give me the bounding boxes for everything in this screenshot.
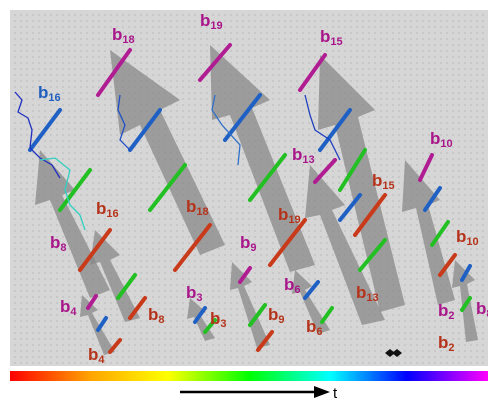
label-letter: b bbox=[200, 11, 210, 30]
label-letter: b bbox=[112, 25, 122, 44]
label-letter: b bbox=[456, 227, 466, 246]
label-letter: b bbox=[284, 275, 294, 294]
label-index: 19 bbox=[288, 214, 300, 226]
label-letter: b bbox=[372, 171, 382, 190]
label-letter: b bbox=[320, 27, 330, 46]
label-letter: b bbox=[438, 301, 448, 320]
label-letter: b bbox=[186, 197, 196, 216]
label-index: 4 bbox=[70, 306, 77, 318]
label-index: 18 bbox=[196, 206, 208, 218]
label-letter: b bbox=[210, 309, 220, 328]
label-index: 6 bbox=[294, 284, 300, 296]
label-index: 10 bbox=[466, 236, 478, 248]
time-arrow-head bbox=[314, 386, 330, 398]
label-letter: b bbox=[438, 333, 448, 352]
time-colorbar bbox=[10, 371, 488, 381]
label-letter: b bbox=[96, 199, 106, 218]
label-index: 9 bbox=[278, 314, 284, 326]
label-index: 15 bbox=[330, 36, 342, 48]
page: b18b19b15b16b10b13b15b16b18b19b8b9b10b4b… bbox=[0, 0, 488, 400]
label-index: 2 bbox=[448, 310, 454, 322]
label-letter: b bbox=[268, 305, 278, 324]
label-index: 9 bbox=[250, 242, 256, 254]
label-index: 2 bbox=[448, 342, 454, 354]
label-index: 3 bbox=[196, 292, 202, 304]
label-letter: b bbox=[356, 283, 366, 302]
label-index: 16 bbox=[106, 208, 118, 220]
label-letter: b bbox=[60, 297, 70, 316]
label-letter: b bbox=[292, 145, 302, 164]
track-label: b8 bbox=[476, 299, 488, 320]
label-index: 4 bbox=[98, 354, 105, 366]
label-letter: b bbox=[148, 305, 158, 324]
label-index: 16 bbox=[48, 92, 60, 104]
label-letter: b bbox=[476, 299, 486, 318]
label-letter: b bbox=[306, 317, 316, 336]
label-index: 8 bbox=[60, 242, 66, 254]
label-index: 18 bbox=[122, 34, 134, 46]
label-letter: b bbox=[88, 345, 98, 364]
label-letter: b bbox=[240, 233, 250, 252]
label-index: 8 bbox=[158, 314, 164, 326]
time-label: t bbox=[333, 385, 338, 400]
label-letter: b bbox=[38, 83, 48, 102]
label-index: 10 bbox=[440, 138, 452, 150]
label-index: 19 bbox=[210, 20, 222, 32]
label-index: 6 bbox=[316, 326, 322, 338]
label-letter: b bbox=[50, 233, 60, 252]
label-index: 3 bbox=[220, 318, 226, 330]
label-index: 15 bbox=[382, 180, 394, 192]
label-index: 13 bbox=[366, 292, 378, 304]
label-letter: b bbox=[186, 283, 196, 302]
label-index: 13 bbox=[302, 154, 314, 166]
label-letter: b bbox=[278, 205, 288, 224]
label-letter: b bbox=[430, 129, 440, 148]
figure: b18b19b15b16b10b13b15b16b18b19b8b9b10b4b… bbox=[0, 0, 488, 400]
